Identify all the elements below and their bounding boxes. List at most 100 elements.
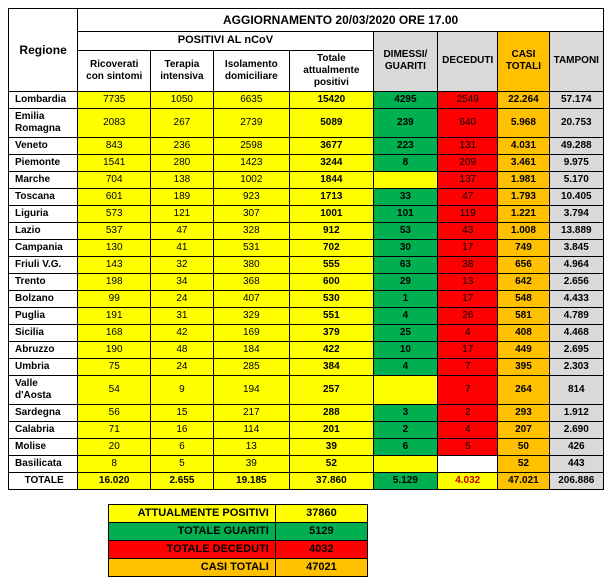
cell-regione: Friuli V.G.	[9, 256, 78, 273]
cell-iso: 169	[213, 324, 290, 341]
cell-dec	[438, 455, 498, 472]
cell-tot: 288	[290, 404, 374, 421]
cell-regione: Umbria	[9, 358, 78, 375]
cell-ter: 5	[151, 455, 213, 472]
cell-iso: 285	[213, 358, 290, 375]
cell-iso: 368	[213, 273, 290, 290]
cell-iso: 194	[213, 375, 290, 404]
cell-iso: 407	[213, 290, 290, 307]
cell-tam: 4.468	[549, 324, 603, 341]
cell-ric: 190	[78, 341, 151, 358]
table-row: Valle d'Aosta5491942577264814	[9, 375, 604, 404]
summary-row: ATTUALMENTE POSITIVI37860	[109, 504, 368, 522]
cell-dec: 119	[438, 205, 498, 222]
summary-value: 4032	[275, 540, 367, 558]
table-row: Bolzano99244075301175484.433	[9, 290, 604, 307]
cell-gua: 33	[373, 188, 438, 205]
header-guariti: DIMESSI/ GUARITI	[373, 32, 438, 91]
cell-tot: 37.860	[290, 472, 374, 489]
cell-regione: Abruzzo	[9, 341, 78, 358]
cell-gua: 29	[373, 273, 438, 290]
cell-dec: 131	[438, 137, 498, 154]
cell-regione: Puglia	[9, 307, 78, 324]
cell-ter: 42	[151, 324, 213, 341]
cell-tam: 9.975	[549, 154, 603, 171]
cell-ter: 267	[151, 108, 213, 137]
cell-dec: 209	[438, 154, 498, 171]
summary-table: ATTUALMENTE POSITIVI37860TOTALE GUARITI5…	[108, 504, 368, 578]
covid-table: Regione AGGIORNAMENTO 20/03/2020 ORE 17.…	[8, 8, 604, 490]
cell-ric: 71	[78, 421, 151, 438]
table-row: Friuli V.G.1433238055563386564.964	[9, 256, 604, 273]
cell-ter: 1050	[151, 91, 213, 108]
cell-ter: 48	[151, 341, 213, 358]
cell-tam: 5.170	[549, 171, 603, 188]
table-row: Lazio5374732891253431.00813.889	[9, 222, 604, 239]
cell-casi: 408	[498, 324, 549, 341]
cell-iso: 19.185	[213, 472, 290, 489]
header-isolamento: Isolamento domiciliare	[213, 50, 290, 91]
cell-iso: 1423	[213, 154, 290, 171]
cell-casi: 656	[498, 256, 549, 273]
cell-tot: 1844	[290, 171, 374, 188]
cell-ric: 704	[78, 171, 151, 188]
cell-gua: 6	[373, 438, 438, 455]
cell-ric: 1541	[78, 154, 151, 171]
cell-tam: 10.405	[549, 188, 603, 205]
cell-ric: 8	[78, 455, 151, 472]
cell-gua: 63	[373, 256, 438, 273]
cell-tot: 551	[290, 307, 374, 324]
cell-regione: Sicilia	[9, 324, 78, 341]
cell-tam: 2.690	[549, 421, 603, 438]
table-row: Calabria7116114201242072.690	[9, 421, 604, 438]
summary-value: 47021	[275, 559, 367, 577]
cell-ric: 130	[78, 239, 151, 256]
cell-casi: 22.264	[498, 91, 549, 108]
cell-regione: Bolzano	[9, 290, 78, 307]
cell-ric: 573	[78, 205, 151, 222]
cell-dec: 17	[438, 341, 498, 358]
table-row: Puglia191313295514265814.789	[9, 307, 604, 324]
summary-label: ATTUALMENTE POSITIVI	[109, 504, 276, 522]
summary-value: 37860	[275, 504, 367, 522]
cell-total-label: TOTALE	[9, 472, 78, 489]
cell-casi: 749	[498, 239, 549, 256]
summary-row: TOTALE GUARITI5129	[109, 522, 368, 540]
cell-ric: 75	[78, 358, 151, 375]
cell-tot: 39	[290, 438, 374, 455]
cell-casi: 5.968	[498, 108, 549, 137]
cell-ric: 99	[78, 290, 151, 307]
cell-dec: 4	[438, 324, 498, 341]
cell-casi: 449	[498, 341, 549, 358]
cell-tot: 1001	[290, 205, 374, 222]
cell-dec: 17	[438, 239, 498, 256]
cell-tot: 15420	[290, 91, 374, 108]
summary-value: 5129	[275, 522, 367, 540]
cell-tam: 2.695	[549, 341, 603, 358]
cell-casi: 264	[498, 375, 549, 404]
table-row: Veneto843236259836772231314.03149.288	[9, 137, 604, 154]
cell-ter: 31	[151, 307, 213, 324]
cell-iso: 923	[213, 188, 290, 205]
cell-regione: Calabria	[9, 421, 78, 438]
cell-tam: 3.794	[549, 205, 603, 222]
cell-gua	[373, 171, 438, 188]
cell-ter: 280	[151, 154, 213, 171]
table-row: Molise20613396550426	[9, 438, 604, 455]
cell-ric: 20	[78, 438, 151, 455]
cell-casi: 50	[498, 438, 549, 455]
cell-casi: 4.031	[498, 137, 549, 154]
cell-tot: 3244	[290, 154, 374, 171]
cell-iso: 39	[213, 455, 290, 472]
table-row: Marche704138100218441371.9815.170	[9, 171, 604, 188]
cell-ric: 56	[78, 404, 151, 421]
cell-iso: 2598	[213, 137, 290, 154]
cell-casi: 1.221	[498, 205, 549, 222]
cell-iso: 6635	[213, 91, 290, 108]
header-totale-pos: Totale attualmente positivi	[290, 50, 374, 91]
cell-tam: 206.886	[549, 472, 603, 489]
cell-tam: 814	[549, 375, 603, 404]
cell-regione: Veneto	[9, 137, 78, 154]
cell-regione: Marche	[9, 171, 78, 188]
cell-tam: 13.889	[549, 222, 603, 239]
